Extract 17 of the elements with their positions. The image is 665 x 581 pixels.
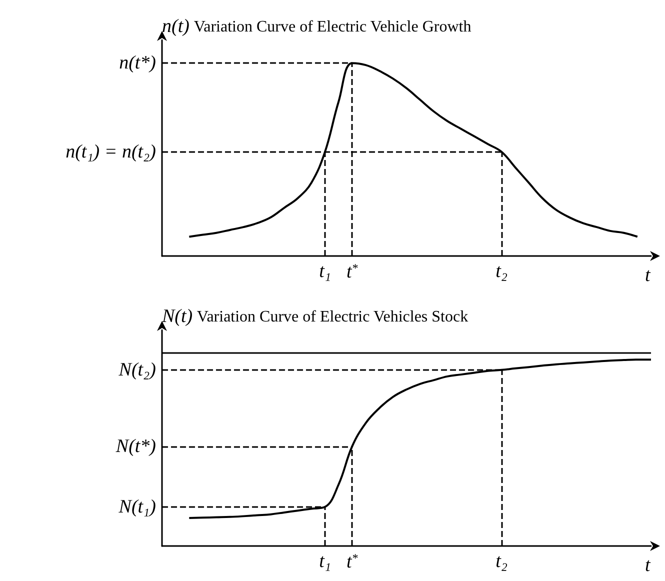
- x-tick-label: t₁: [319, 261, 331, 282]
- x-tick-label: t₂: [496, 551, 508, 572]
- x-tick-label: t₂: [496, 261, 508, 282]
- ref-line-label: n(t₁) = n(t₂): [66, 141, 156, 162]
- x-axis-title: t: [645, 265, 651, 286]
- x-tick-label: t*: [346, 551, 358, 572]
- y-axis-title: N(t): [161, 306, 193, 327]
- ref-line-label: N(t*): [114, 436, 156, 457]
- x-tick-label: t₁: [319, 551, 331, 572]
- ref-line-label: N(t₂): [118, 359, 156, 380]
- y-axis-title: n(t): [162, 16, 190, 37]
- chart-title: Variation Curve of Electric Vehicles Stock: [196, 308, 468, 326]
- x-tick-label: t*: [346, 261, 358, 282]
- ref-line-label: n(t*): [119, 52, 156, 74]
- chart-title: Variation Curve of Electric Vehicle Growth: [194, 18, 472, 36]
- x-axis-title: t: [645, 555, 651, 576]
- ref-line-label: N(t₁): [118, 496, 156, 518]
